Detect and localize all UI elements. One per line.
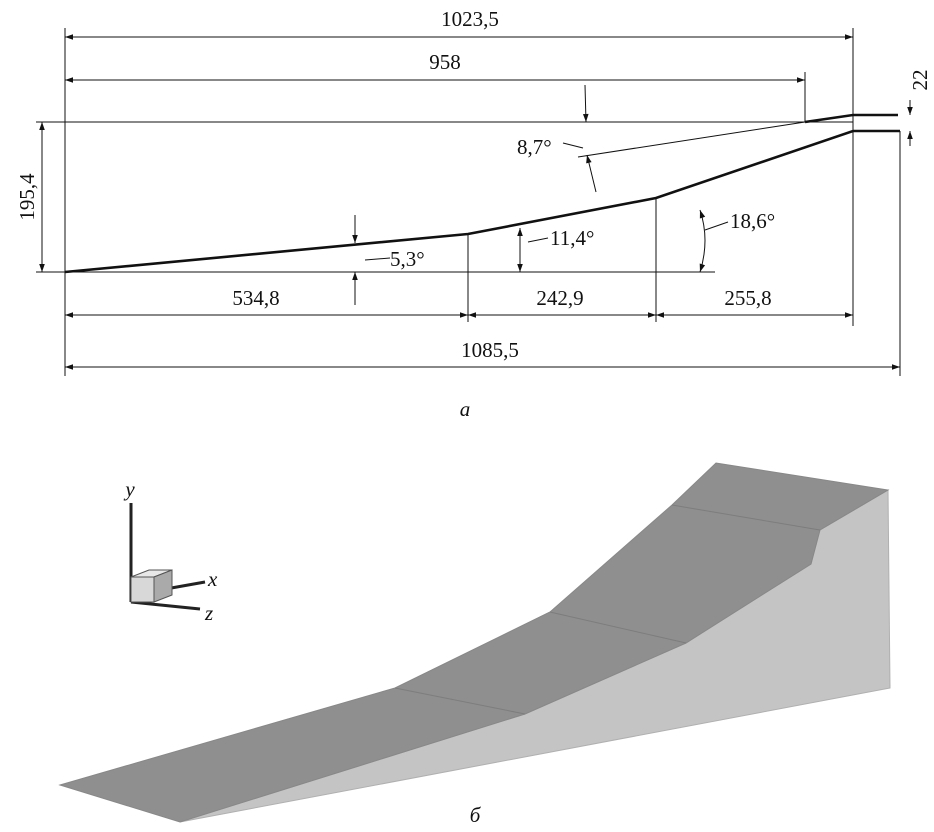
dimension-label: 1085,5 [461,338,519,362]
dimension-label: 1023,5 [441,7,499,31]
axis-label: z [204,601,213,625]
caption: б [470,803,482,827]
3d-view: y x z б [60,463,890,827]
angle-label: 5,3° [390,247,425,271]
axis-label: x [207,567,218,591]
caption: а [460,397,471,421]
diagram: 1023,5 958 22 195,4 534,8 242,9 255,8 10… [0,0,934,832]
dimension-label: 195,4 [15,173,39,221]
dimension-label: 242,9 [536,286,583,310]
dimension-label: 534,8 [232,286,279,310]
angle-label: 18,6° [730,209,775,233]
axis-label: y [123,477,135,501]
profile-drawing: 1023,5 958 22 195,4 534,8 242,9 255,8 10… [15,7,932,421]
dimension-label: 958 [429,50,461,74]
angle-label: 11,4° [550,226,594,250]
dimension-label: 255,8 [724,286,771,310]
dimension-label: 22 [908,70,932,91]
angle-label: 8,7° [517,135,552,159]
